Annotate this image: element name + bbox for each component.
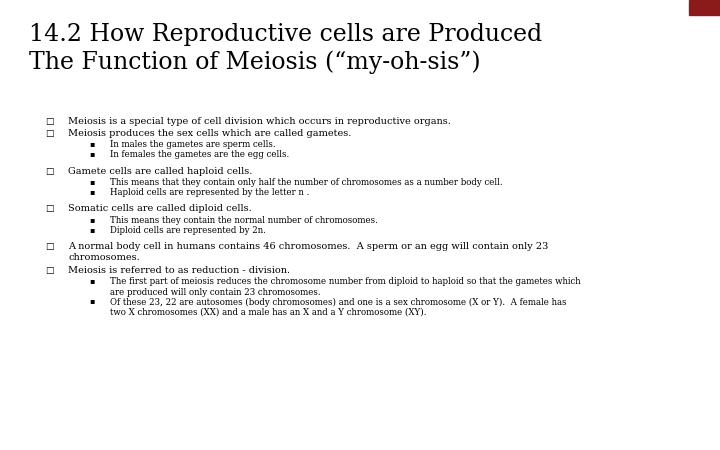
Text: □: □ (45, 117, 53, 126)
Text: Diploid cells are represented by 2n.: Diploid cells are represented by 2n. (110, 226, 266, 235)
Text: ▪: ▪ (89, 216, 95, 224)
Text: In males the gametes are sperm cells.: In males the gametes are sperm cells. (110, 140, 276, 149)
Text: In females the gametes are the egg cells.: In females the gametes are the egg cells… (110, 150, 289, 159)
Text: ▪: ▪ (89, 297, 95, 306)
Text: A normal body cell in humans contains 46 chromosomes.  A sperm or an egg will co: A normal body cell in humans contains 46… (68, 243, 549, 262)
Text: □: □ (45, 243, 53, 252)
Text: Somatic cells are called diploid cells.: Somatic cells are called diploid cells. (68, 204, 252, 213)
Text: ▪: ▪ (89, 178, 95, 186)
Text: ▪: ▪ (89, 188, 95, 196)
Text: Gamete cells are called haploid cells.: Gamete cells are called haploid cells. (68, 166, 253, 176)
Text: Of these 23, 22 are autosomes (body chromosomes) and one is a sex chromosome (X : Of these 23, 22 are autosomes (body chro… (110, 297, 567, 317)
Bar (689, 0, 720, 15)
Text: ▪: ▪ (89, 277, 95, 285)
Text: The first part of meiosis reduces the chromosome number from diploid to haploid : The first part of meiosis reduces the ch… (110, 277, 581, 297)
Text: 14.2 How Reproductive cells are Produced
The Function of Meiosis (“my-oh-sis”): 14.2 How Reproductive cells are Produced… (29, 23, 542, 74)
Text: □: □ (45, 166, 53, 176)
Text: Haploid cells are represented by the letter n .: Haploid cells are represented by the let… (110, 188, 310, 197)
Text: Meiosis is referred to as reduction - division.: Meiosis is referred to as reduction - di… (68, 266, 291, 274)
Text: ▪: ▪ (89, 150, 95, 158)
Text: ▪: ▪ (89, 140, 95, 148)
Text: □: □ (45, 266, 53, 274)
Text: Meiosis produces the sex cells which are called gametes.: Meiosis produces the sex cells which are… (68, 129, 352, 138)
Text: This means they contain the normal number of chromosomes.: This means they contain the normal numbe… (110, 216, 378, 225)
Text: This means that they contain only half the number of chromosomes as a number bod: This means that they contain only half t… (110, 178, 503, 187)
Text: ▪: ▪ (89, 226, 95, 234)
Text: Meiosis is a special type of cell division which occurs in reproductive organs.: Meiosis is a special type of cell divisi… (68, 117, 451, 126)
Text: □: □ (45, 129, 53, 138)
Text: □: □ (45, 204, 53, 213)
